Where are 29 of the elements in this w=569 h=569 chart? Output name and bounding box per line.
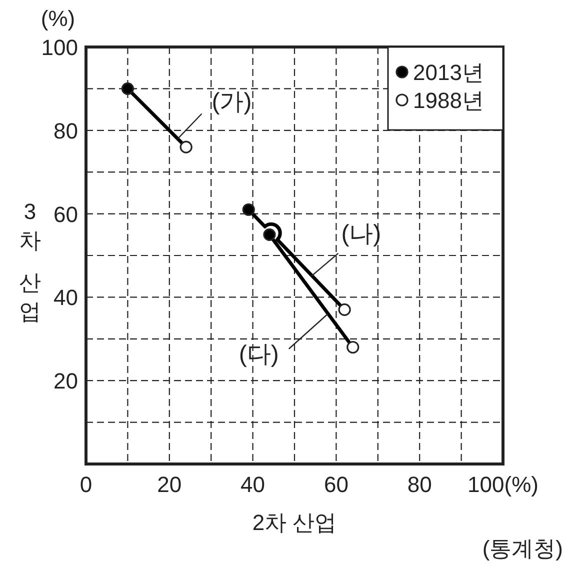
annotation: (나) — [341, 220, 382, 248]
text: (%) — [40, 6, 76, 31]
x-tick-label: 20 — [157, 472, 182, 497]
y-tick-label: 80 — [54, 118, 78, 144]
y-axis-title: 3차 산업 — [19, 199, 41, 324]
x-tick-label: 40 — [240, 472, 266, 497]
x-tick-label: 0 — [80, 472, 92, 497]
x-tick-label: 100(%) — [468, 472, 538, 497]
point — [242, 203, 255, 216]
point — [263, 228, 276, 241]
point — [121, 82, 134, 95]
text: (통계청) — [482, 536, 563, 561]
point — [338, 303, 351, 316]
point — [180, 140, 192, 154]
y-tick-label: 100 — [41, 35, 78, 60]
annotation: (다) — [238, 340, 279, 368]
y-tick-label: 60 — [54, 202, 78, 227]
point — [346, 340, 360, 354]
x-tick-label: 80 — [407, 472, 432, 497]
legend-label: 2013년 — [413, 60, 484, 85]
annotation: (다) — [238, 313, 328, 368]
annotation: (가) — [177, 88, 252, 140]
annotation: (나) — [310, 220, 382, 277]
y-tick-label: 40 — [54, 285, 78, 310]
annotation: (가) — [212, 88, 252, 116]
x-axis-title: 2차 산업 — [252, 510, 337, 535]
legend-label: 1988년 — [413, 88, 484, 113]
y-tick-label: 20 — [54, 368, 78, 394]
x-tick-label: 60 — [324, 472, 348, 497]
